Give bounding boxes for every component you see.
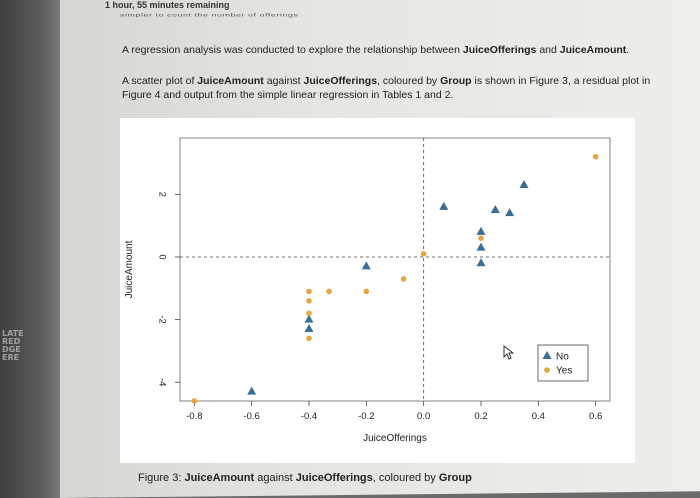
figure-description-paragraph: A scatter plot of JuiceAmount against Ju… bbox=[122, 75, 651, 101]
point-yes bbox=[306, 288, 312, 295]
y-axis-label: JuiceAmount bbox=[124, 240, 135, 298]
y-tick-label: -2 bbox=[156, 315, 167, 323]
point-no bbox=[304, 323, 314, 332]
legend-label: No bbox=[556, 352, 569, 363]
variable-juiceofferings: JuiceOfferings bbox=[462, 44, 537, 56]
y-axis: -4 -2 0 2 bbox=[156, 192, 180, 386]
variable-juiceamount: JuiceAmount bbox=[559, 44, 627, 56]
y-tick-label: 2 bbox=[156, 192, 167, 197]
point-no bbox=[490, 205, 500, 214]
cut-off-text: simpler to count the number of offerings bbox=[120, 12, 299, 18]
figure-caption: Figure 3: JuiceAmount against JuiceOffer… bbox=[138, 472, 472, 484]
point-yes bbox=[592, 153, 599, 160]
point-yes bbox=[420, 251, 427, 257]
x-tick-label: 0.2 bbox=[474, 411, 487, 422]
y-tick-label: -4 bbox=[156, 378, 167, 386]
x-tick-label: -0.8 bbox=[186, 411, 202, 422]
point-no bbox=[505, 208, 515, 217]
data-points bbox=[191, 153, 599, 404]
point-yes bbox=[191, 398, 198, 404]
x-tick-label: 0.0 bbox=[417, 411, 430, 422]
scatter-plot: -0.8 -0.6 -0.4 -0.2 0.0 0.2 0.4 0.6 -4 -2 0 2 Juic… bbox=[120, 118, 635, 463]
x-tick-label: 0.4 bbox=[532, 411, 545, 422]
legend-marker-yes bbox=[544, 367, 550, 373]
point-no bbox=[476, 226, 486, 235]
time-remaining: 1 hour, 55 minutes remaining bbox=[105, 0, 230, 10]
point-yes bbox=[306, 310, 312, 317]
point-yes bbox=[400, 276, 407, 282]
x-tick-label: 0.6 bbox=[589, 411, 602, 422]
point-no bbox=[476, 242, 486, 251]
legend-box bbox=[537, 344, 589, 382]
legend: No Yes bbox=[537, 344, 589, 382]
point-no bbox=[476, 258, 486, 267]
background-window-text: LATE RED DGE ERE bbox=[2, 329, 24, 362]
legend-label: Yes bbox=[556, 366, 572, 377]
point-no bbox=[439, 201, 449, 210]
y-tick-label: 0 bbox=[156, 254, 167, 259]
point-yes bbox=[306, 298, 312, 304]
legend-marker-no bbox=[542, 351, 552, 359]
point-yes bbox=[306, 335, 312, 342]
x-axis-label: JuiceOfferings bbox=[363, 433, 427, 444]
point-yes bbox=[478, 235, 484, 241]
x-tick-label: -0.2 bbox=[358, 411, 374, 422]
point-no bbox=[519, 179, 529, 188]
plot-background bbox=[120, 118, 635, 463]
intro-paragraph: A regression analysis was conducted to e… bbox=[122, 44, 630, 56]
x-tick-label: -0.6 bbox=[243, 411, 259, 422]
point-yes bbox=[326, 288, 332, 295]
mouse-pointer-icon bbox=[503, 345, 515, 360]
point-no bbox=[247, 386, 257, 395]
plot-frame bbox=[179, 137, 611, 402]
point-no bbox=[304, 314, 314, 323]
background-window-edge: LATE RED DGE ERE bbox=[0, 0, 60, 498]
point-yes bbox=[363, 288, 370, 295]
x-tick-label: -0.4 bbox=[301, 411, 317, 422]
x-axis: -0.8 -0.6 -0.4 -0.2 0.0 0.2 0.4 0.6 bbox=[186, 401, 602, 422]
point-no bbox=[361, 261, 371, 270]
